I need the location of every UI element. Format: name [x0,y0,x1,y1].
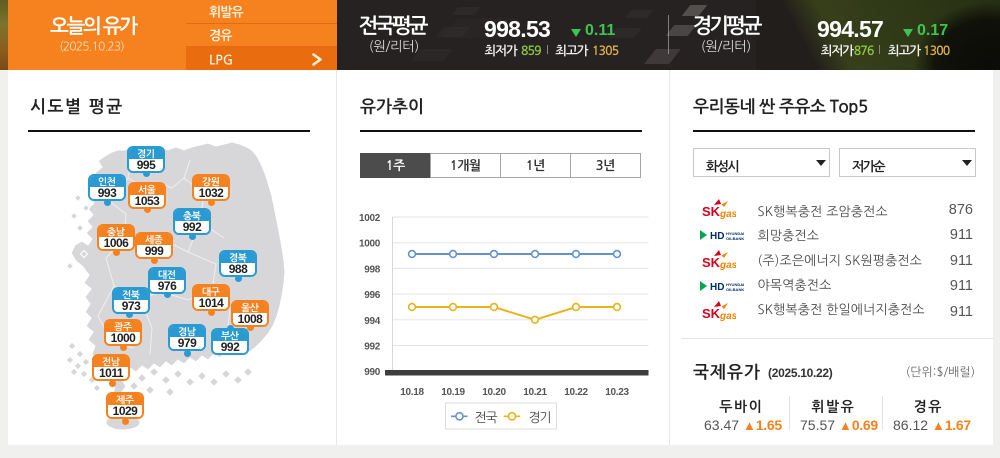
svg-text:10.23: 10.23 [605,387,629,398]
svg-text:SK: SK [702,204,721,219]
svg-text:1000: 1000 [359,239,381,250]
svg-text:OILBANK: OILBANK [726,287,744,292]
svg-text:994: 994 [364,316,381,327]
svg-text:gas: gas [719,209,736,220]
svg-text:OILBANK: OILBANK [726,236,744,241]
svg-text:990: 990 [364,367,381,378]
svg-text:992: 992 [364,342,381,353]
svg-text:998: 998 [364,264,381,275]
svg-text:gas: gas [719,311,736,322]
svg-text:SK: SK [702,255,721,270]
svg-text:gas: gas [719,260,736,271]
svg-text:10.22: 10.22 [564,387,588,398]
svg-text:HD: HD [710,282,724,292]
svg-text:996: 996 [364,290,381,301]
svg-text:1002: 1002 [359,213,381,224]
svg-text:SK: SK [702,306,721,321]
svg-text:10.19: 10.19 [441,387,465,398]
svg-text:HYUNDAI: HYUNDAI [726,282,744,287]
svg-text:10.18: 10.18 [400,387,424,398]
svg-text:10.21: 10.21 [523,387,547,398]
svg-text:10.20: 10.20 [482,387,506,398]
svg-text:HYUNDAI: HYUNDAI [726,231,744,236]
svg-text:HD: HD [710,231,724,241]
